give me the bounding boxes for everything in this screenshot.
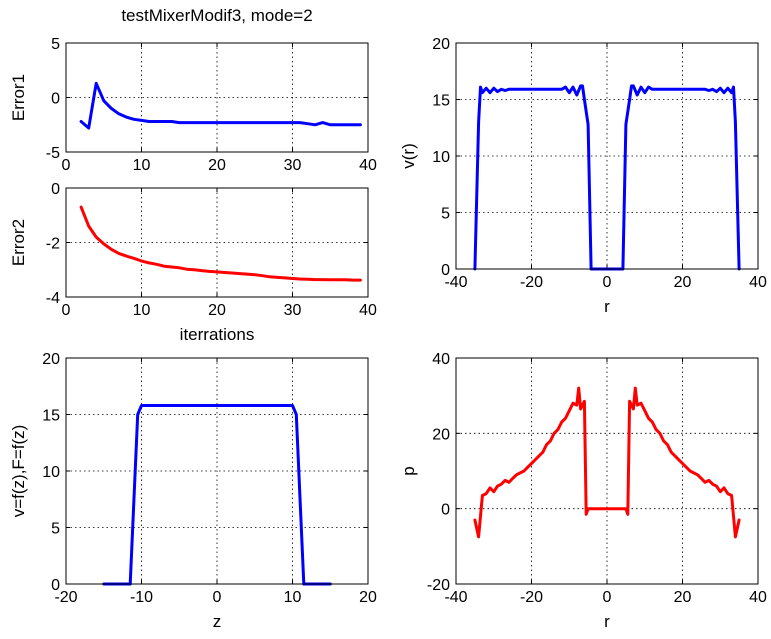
x-tick-label: 0 (62, 157, 71, 174)
y-axis-label: Error2 (9, 219, 28, 266)
x-tick-label: 40 (359, 157, 377, 174)
y-tick-label: -20 (427, 577, 450, 594)
y-axis-label: Error1 (9, 74, 28, 121)
x-tick-label: 10 (133, 302, 151, 319)
x-tick-label: 40 (359, 302, 377, 319)
x-tick-label: 40 (749, 589, 767, 606)
series-line-1 (473, 386, 741, 539)
x-tick-label: 0 (603, 589, 612, 606)
x-axis-label: iterrations (180, 325, 255, 344)
chart-title: testMixerModif3, mode=2 (121, 6, 312, 25)
x-tick-label: 20 (359, 589, 377, 606)
x-tick-label: -20 (54, 589, 77, 606)
x-axis-label: z (213, 612, 222, 631)
series-line-1 (79, 81, 362, 130)
series-line-1 (79, 205, 362, 282)
chart-3: -40 -20 0 20 40 0 5 10 15 20 r v(r) (399, 36, 767, 316)
y-tick-label: -2 (46, 236, 60, 253)
y-tick-label: -5 (46, 145, 60, 162)
y-tick-label: 5 (51, 521, 60, 538)
x-tick-label: 20 (208, 302, 226, 319)
x-tick-label: -40 (444, 589, 467, 606)
y-tick-label: 40 (432, 351, 450, 368)
y-tick-label: 10 (42, 464, 60, 481)
x-tick-label: 10 (133, 157, 151, 174)
y-axis-label: v=f(z),F=f(z) (9, 425, 28, 518)
y-tick-label: 0 (441, 502, 450, 519)
y-tick-label: 20 (432, 36, 450, 53)
y-axis-label: v(r) (399, 143, 418, 168)
x-tick-label: 0 (213, 589, 222, 606)
x-tick-label: 0 (62, 302, 71, 319)
x-tick-label: 20 (674, 589, 692, 606)
x-tick-label: 30 (284, 157, 302, 174)
axes-frame (455, 357, 759, 585)
x-axis-label: r (604, 612, 610, 631)
chart-4: -20 -10 0 10 20 0 5 10 15 20 z v=f(z),F=f(z) (9, 351, 377, 631)
x-tick-label: -40 (444, 274, 467, 291)
chart-2: 0 10 20 30 40 -4 -2 0 iterrations Error2 (9, 181, 377, 344)
axes-frame (65, 357, 369, 585)
x-tick-label: -20 (520, 589, 543, 606)
x-tick-label: 0 (603, 274, 612, 291)
axes-frame (65, 187, 369, 298)
y-tick-label: 20 (432, 426, 450, 443)
y-tick-label: 0 (441, 262, 450, 279)
y-axis-label: p (399, 466, 418, 475)
x-tick-label: 10 (284, 589, 302, 606)
x-tick-label: 20 (208, 157, 226, 174)
x-axis-label: r (604, 297, 610, 316)
y-tick-label: 15 (42, 408, 60, 425)
x-tick-label: -10 (130, 589, 153, 606)
y-tick-label: 5 (441, 206, 450, 223)
x-tick-label: 40 (749, 274, 767, 291)
axes-frame (455, 42, 759, 270)
x-tick-label: 30 (284, 302, 302, 319)
y-tick-label: 0 (51, 577, 60, 594)
y-tick-label: 20 (42, 351, 60, 368)
y-tick-label: 15 (432, 93, 450, 110)
x-tick-label: 20 (674, 274, 692, 291)
y-tick-label: 10 (432, 149, 450, 166)
x-tick-label: -20 (520, 274, 543, 291)
y-tick-label: 0 (51, 91, 60, 108)
y-tick-label: -4 (46, 290, 60, 307)
y-tick-label: 5 (51, 36, 60, 53)
y-tick-label: 0 (51, 181, 60, 198)
axes-frame (65, 42, 369, 153)
